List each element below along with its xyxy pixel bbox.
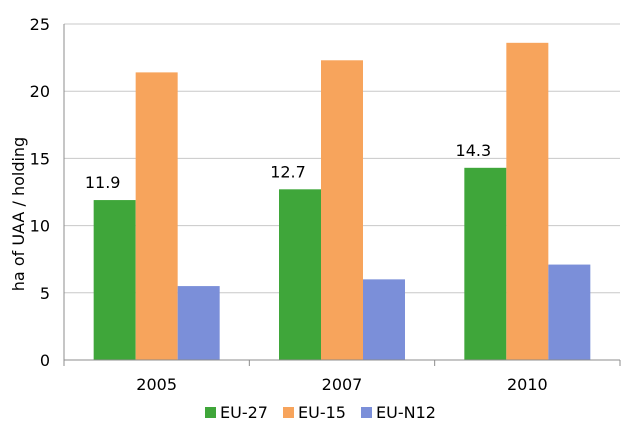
legend-swatch-eu-15 [283, 407, 294, 418]
y-axis-title: ha of UAA / holding [9, 137, 28, 291]
y-tick-labels: 0 5 10 15 20 25 [30, 15, 50, 370]
x-tick-label: 2005 [136, 375, 177, 394]
bar-eu-n12-2005 [177, 286, 220, 360]
bar-eu-15-2007 [321, 60, 363, 361]
y-tick-label: 0 [40, 351, 50, 370]
bar-eu-27-2005 [93, 200, 136, 360]
legend: EU-27 EU-15 EU-N12 [205, 403, 436, 422]
data-labels: 11.9 12.7 14.3 [85, 141, 491, 192]
y-tick-label: 10 [30, 217, 50, 236]
axes [63, 24, 621, 366]
bar-eu-15-2010 [506, 42, 549, 360]
legend-label-eu-27: EU-27 [220, 403, 268, 422]
x-tick-labels: 2005 2007 2010 [136, 375, 547, 394]
data-label: 12.7 [270, 162, 306, 181]
legend-label-eu-n12: EU-N12 [376, 403, 436, 422]
y-tick-label: 25 [30, 15, 50, 34]
bar-eu-n12-2007 [363, 279, 405, 360]
data-label: 11.9 [85, 173, 121, 192]
bar-eu-n12-2010 [548, 264, 591, 360]
x-tick-label: 2007 [322, 375, 363, 394]
legend-label-eu-15: EU-15 [298, 403, 346, 422]
bar-eu-27-2010 [464, 167, 507, 360]
bar-eu-27-2007 [279, 189, 321, 360]
bar-eu-15-2005 [135, 72, 178, 360]
legend-swatch-eu-n12 [361, 407, 372, 418]
x-tick-label: 2010 [507, 375, 548, 394]
bars [93, 42, 591, 361]
y-tick-label: 15 [30, 149, 50, 168]
legend-swatch-eu-27 [205, 407, 216, 418]
data-label: 14.3 [456, 141, 492, 160]
y-tick-label: 20 [30, 82, 50, 101]
y-tick-label: 5 [40, 284, 50, 303]
